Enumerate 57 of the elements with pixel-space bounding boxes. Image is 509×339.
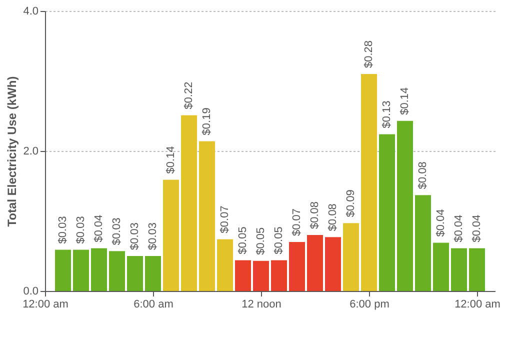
annotation: $0.28 bbox=[363, 40, 375, 68]
x-tick-label: 12:00 am bbox=[454, 298, 500, 310]
bar bbox=[253, 260, 269, 291]
bar bbox=[217, 239, 233, 291]
bar bbox=[469, 248, 485, 291]
annotation: $0.04 bbox=[453, 214, 465, 242]
annotation: $0.14 bbox=[165, 146, 177, 174]
x-tick-label: 12 noon bbox=[242, 298, 282, 310]
annotation: $0.08 bbox=[417, 162, 429, 190]
bar bbox=[127, 256, 143, 291]
annotation: $0.08 bbox=[327, 204, 339, 232]
bar bbox=[343, 223, 359, 291]
bar bbox=[145, 256, 161, 291]
bar bbox=[181, 115, 197, 291]
bar bbox=[271, 260, 287, 291]
bar bbox=[91, 248, 107, 291]
annotation: $0.03 bbox=[129, 222, 141, 250]
bar bbox=[361, 74, 377, 291]
annotation: $0.05 bbox=[273, 226, 285, 254]
annotation: $0.09 bbox=[345, 190, 357, 218]
bar bbox=[199, 141, 215, 291]
annotation: $0.07 bbox=[219, 206, 231, 234]
bar bbox=[415, 195, 431, 291]
annotation: $0.22 bbox=[183, 82, 195, 110]
annotation: $0.04 bbox=[93, 214, 105, 242]
annotation: $0.08 bbox=[309, 201, 321, 229]
y-tick-label: 0.0 bbox=[23, 286, 38, 298]
annotation: $0.04 bbox=[471, 214, 483, 242]
y-tick-label: 4.0 bbox=[23, 6, 38, 18]
x-tick-label: 6:00 am bbox=[134, 298, 174, 310]
annotation: $0.19 bbox=[201, 108, 213, 136]
annotation: $0.04 bbox=[435, 209, 447, 237]
annotation: $0.05 bbox=[255, 227, 267, 255]
annotation: $0.03 bbox=[75, 216, 87, 244]
bar bbox=[289, 242, 305, 291]
annotation: $0.05 bbox=[237, 226, 249, 254]
bar bbox=[379, 134, 395, 291]
bar bbox=[235, 260, 251, 291]
y-tick-label: 2.0 bbox=[23, 146, 38, 158]
bar bbox=[163, 180, 179, 291]
annotation: $0.14 bbox=[399, 87, 411, 115]
bar bbox=[109, 251, 125, 291]
bar bbox=[55, 250, 71, 291]
x-tick-label: 6:00 pm bbox=[350, 298, 390, 310]
annotation: $0.03 bbox=[111, 218, 123, 246]
bar bbox=[397, 120, 413, 291]
annotation: $0.03 bbox=[57, 216, 69, 244]
bar bbox=[307, 235, 323, 291]
bar bbox=[325, 237, 341, 291]
y-axis-title: Total Electricity Use (kWh) bbox=[5, 76, 20, 227]
x-tick-label: 12:00 am bbox=[22, 298, 68, 310]
bar bbox=[451, 248, 467, 291]
bar bbox=[73, 250, 89, 291]
bar bbox=[433, 242, 449, 291]
annotation: $0.13 bbox=[381, 100, 393, 128]
annotation: $0.03 bbox=[147, 222, 159, 250]
annotation: $0.07 bbox=[291, 208, 303, 236]
